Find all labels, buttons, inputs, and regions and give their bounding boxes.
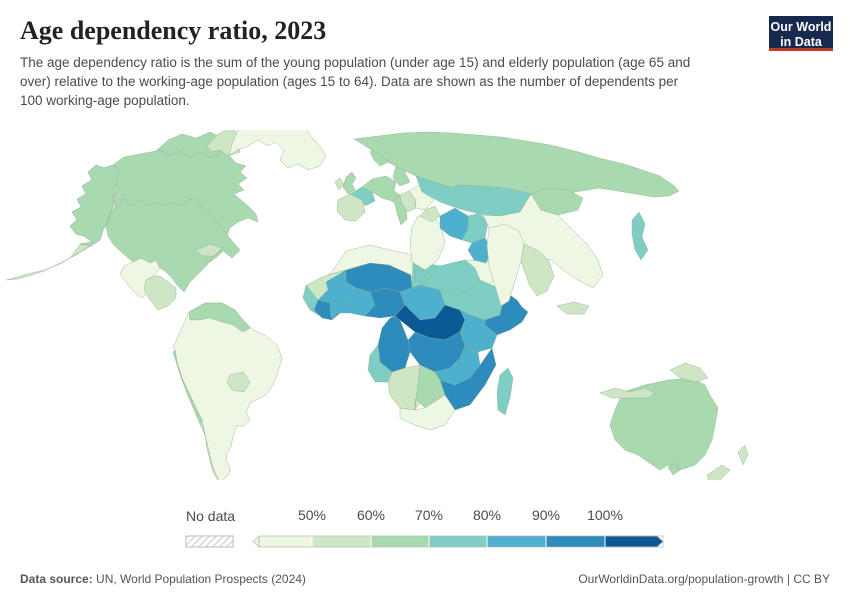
svg-text:90%: 90% <box>532 507 560 523</box>
svg-text:60%: 60% <box>357 507 385 523</box>
svg-text:80%: 80% <box>473 507 501 523</box>
svg-text:70%: 70% <box>415 507 443 523</box>
svg-text:100%: 100% <box>587 507 623 523</box>
svg-text:No data: No data <box>186 508 235 524</box>
svg-text:50%: 50% <box>298 507 326 523</box>
